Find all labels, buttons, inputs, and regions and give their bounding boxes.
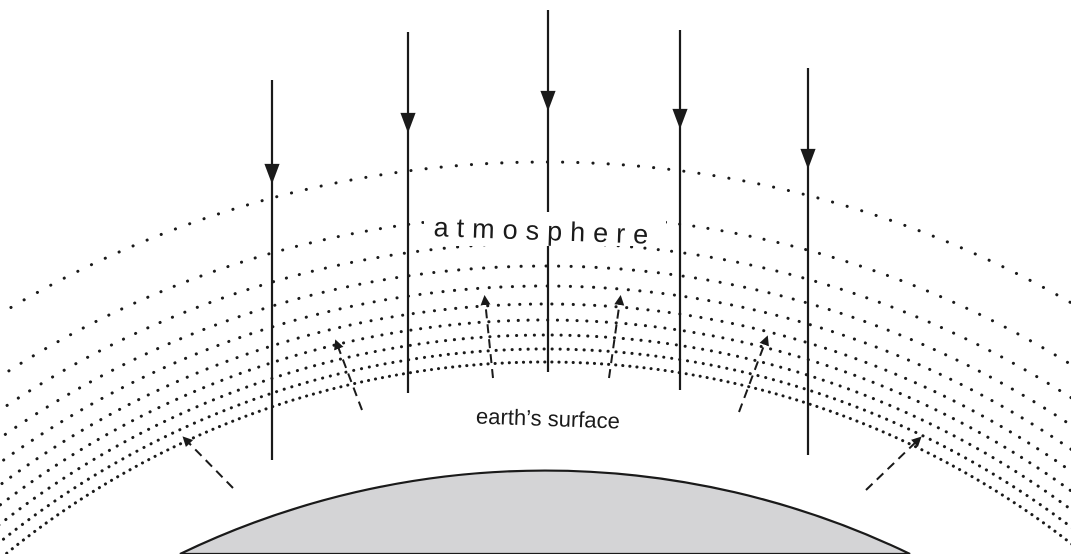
incoming-ray [400,32,416,393]
incoming-ray [540,10,556,372]
atmosphere-layer [0,160,1071,316]
outgoing-ray [865,436,922,491]
atmosphere-layer [0,241,1071,413]
outgoing-radiation [182,295,922,491]
incoming-rays [264,10,816,460]
surface-label: earth’s surface [476,403,621,433]
atmosphere-layer [0,284,1071,465]
incoming-ray [264,80,280,460]
outgoing-ray [182,436,234,489]
outgoing-ray [738,335,769,413]
outgoing-ray [480,295,494,379]
atmosphere-layer [0,302,1071,487]
earth-body [179,469,911,554]
atmosphere-layer [0,318,1071,508]
atmosphere-layer [0,347,1071,545]
atmosphere-layer [3,360,1071,554]
atmosphere-layers [0,160,1071,554]
incoming-ray [800,68,816,455]
incoming-ray [672,30,688,390]
outgoing-ray [608,295,625,379]
atmosphere-label: atmosphere [424,212,666,250]
atmosphere-layer [0,264,1071,441]
atmosphere-layer [0,333,1071,527]
outgoing-ray [334,339,363,411]
